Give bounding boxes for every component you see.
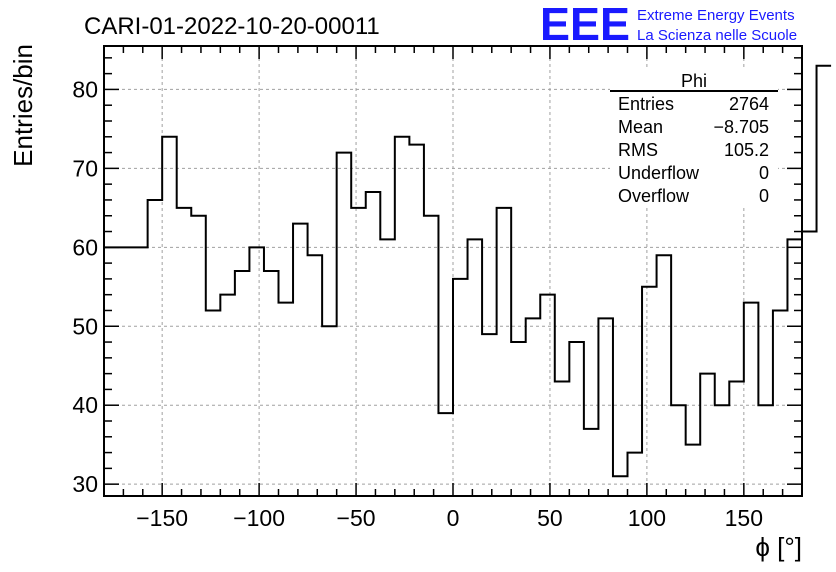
stats-label: Overflow [618, 186, 690, 206]
x-tick-label: −150 [136, 505, 188, 531]
x-tick-label: 150 [725, 505, 763, 531]
stats-value: 105.2 [724, 140, 769, 160]
x-tick-label: −50 [337, 505, 376, 531]
stats-box-background [610, 70, 778, 208]
y-tick-label: 60 [72, 234, 98, 260]
chart-title: CARI-01-2022-10-20-00011 [84, 13, 380, 40]
x-tick-label: 0 [447, 505, 460, 531]
x-tick-label: 50 [537, 505, 563, 531]
stats-value: 0 [759, 163, 769, 183]
stats-rows: Entries 2764 Mean −8.705 RMS 105.2 Underflow 0 O… [618, 94, 769, 206]
y-tick-label: 30 [72, 471, 98, 497]
stats-value: 0 [759, 186, 769, 206]
y-tick-labels: 30 40 50 60 70 80 [72, 76, 98, 497]
histogram-series [104, 64, 832, 478]
eee-line-2: La Scienza nelle Scuole [637, 27, 797, 44]
x-axis-label: ϕ [°] [755, 532, 802, 562]
eee-branding: EEE Extreme Energy Events La Scienza nel… [540, 0, 797, 50]
stats-label: Mean [618, 117, 663, 137]
y-tick-label: 70 [72, 155, 98, 181]
y-axis-label: Entries/bin [8, 44, 38, 167]
stats-value: −8.705 [713, 117, 769, 137]
y-tick-label: 50 [72, 313, 98, 339]
stats-box-title: Phi [681, 71, 707, 91]
axis-ticks [103, 46, 803, 496]
x-tick-labels: −150 −100 −50 0 50 100 150 [136, 505, 763, 531]
eee-logo: EEE [540, 0, 630, 50]
stats-value: 2764 [729, 94, 769, 114]
stats-box: Phi Entries 2764 Mean −8.705 RMS 105.2 Underfl… [610, 70, 778, 208]
stats-label: RMS [618, 140, 658, 160]
x-tick-label: −100 [233, 505, 285, 531]
eee-line-1: Extreme Energy Events [637, 7, 795, 24]
x-tick-label: 100 [628, 505, 666, 531]
stats-label: Entries [618, 94, 674, 114]
y-tick-label: 40 [72, 392, 98, 418]
y-tick-label: 80 [72, 76, 98, 102]
stats-label: Underflow [618, 163, 700, 183]
